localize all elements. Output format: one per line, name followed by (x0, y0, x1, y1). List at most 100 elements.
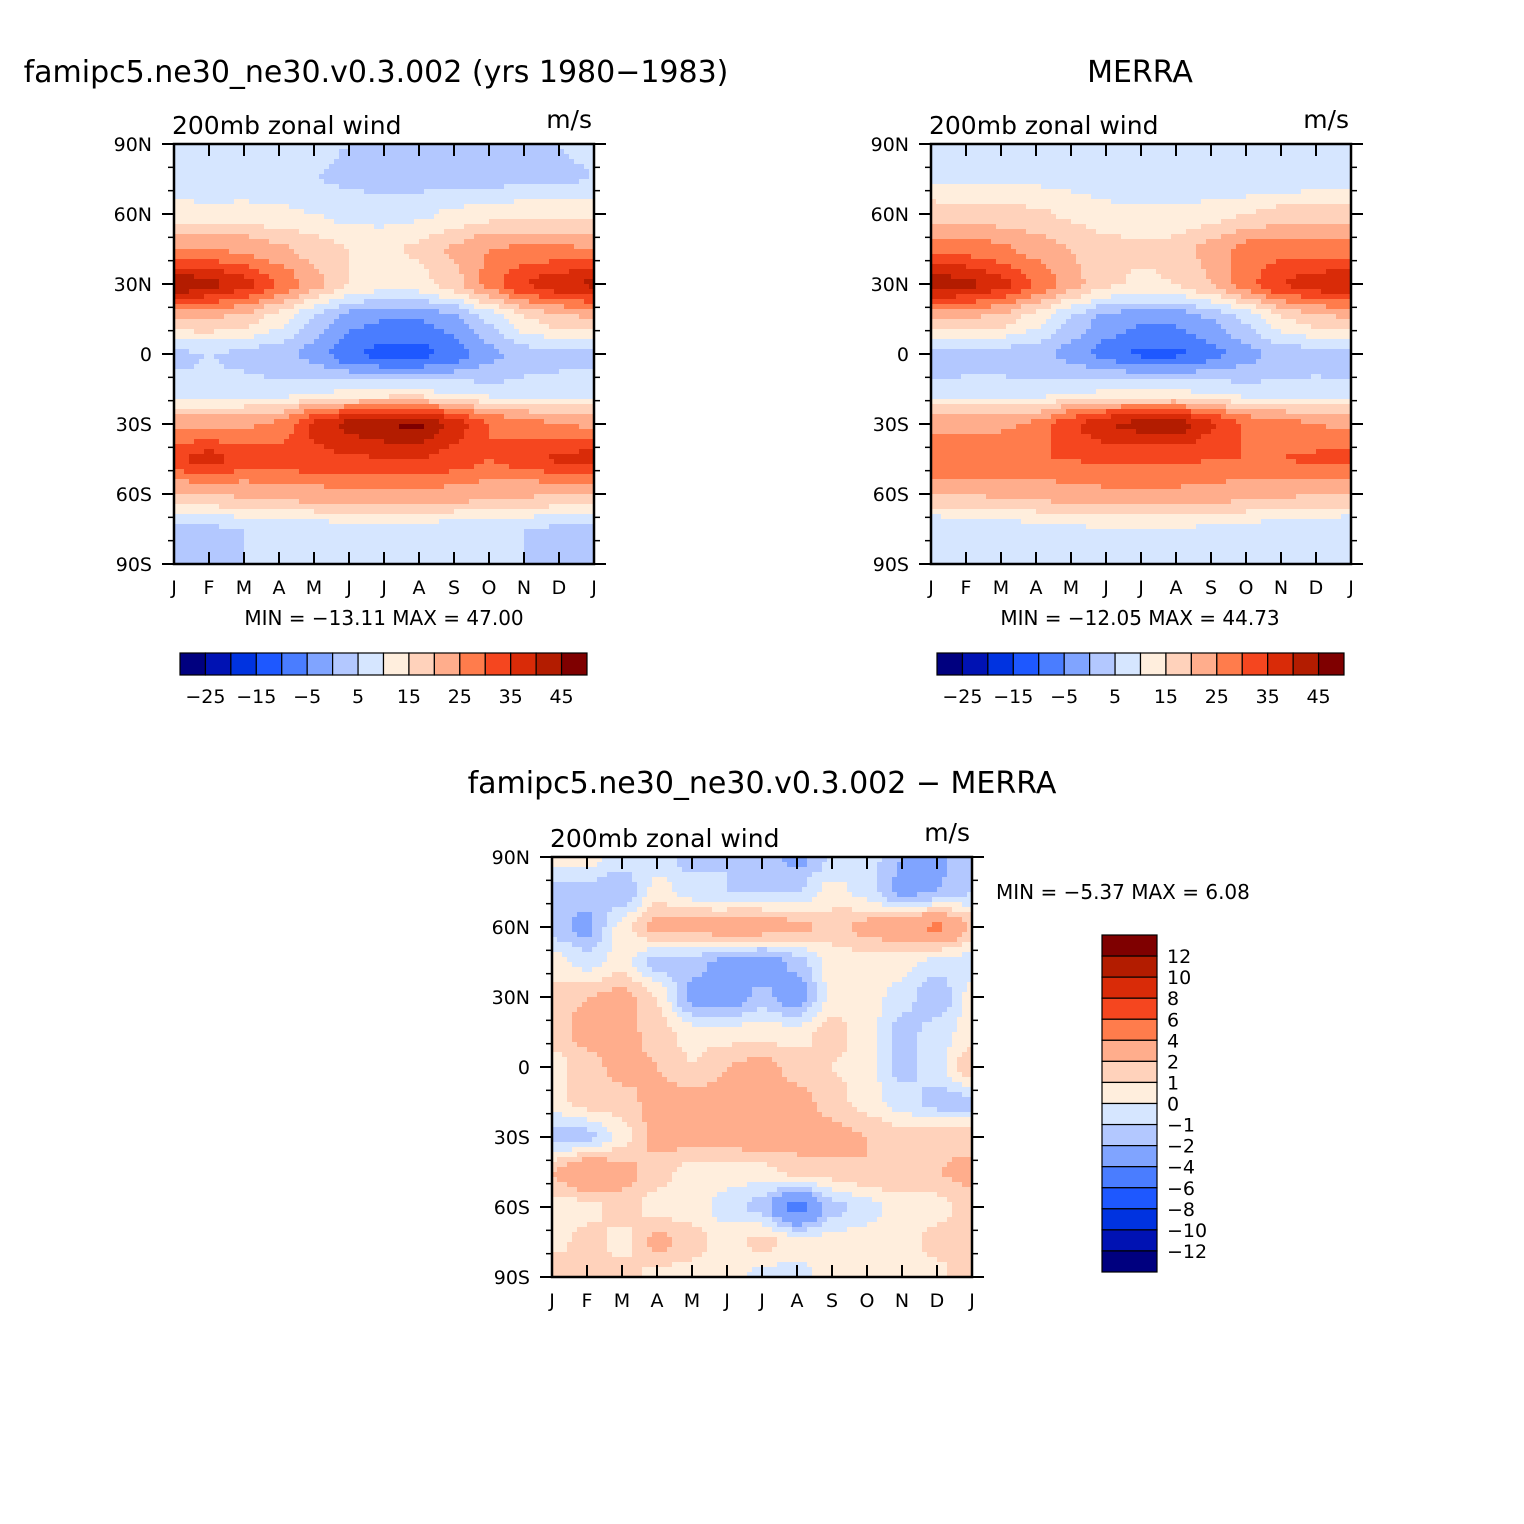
field-cell (289, 284, 295, 290)
field-cell (294, 344, 300, 350)
field-cell (229, 389, 235, 395)
field-cell (384, 374, 390, 380)
field-cell (399, 249, 405, 255)
field-cell (549, 239, 555, 245)
field-cell (434, 299, 440, 305)
field-cell (454, 199, 460, 205)
field-cell (244, 379, 250, 385)
field-cell (439, 359, 445, 365)
field-cell (564, 269, 570, 275)
field-cell (579, 424, 585, 430)
field-cell (499, 269, 505, 275)
field-cell (244, 219, 250, 225)
field-cell (289, 319, 295, 325)
field-cell (479, 234, 485, 240)
field-cell (364, 314, 370, 320)
field-cell (279, 239, 285, 245)
field-cell (349, 184, 355, 190)
field-cell (184, 344, 190, 350)
field-cell (434, 229, 440, 235)
field-cell (519, 229, 525, 235)
field-cell (464, 289, 470, 295)
field-cell (444, 259, 450, 265)
field-cell (454, 429, 460, 435)
field-cell (299, 424, 305, 430)
field-cell (299, 214, 305, 220)
field-cell (349, 199, 355, 205)
field-cell (564, 209, 570, 215)
field-cell (469, 429, 475, 435)
field-cell (434, 214, 440, 220)
field-cell (549, 189, 555, 195)
field-cell (194, 284, 200, 290)
field-cell (324, 159, 330, 165)
field-cell (429, 184, 435, 190)
field-cell (194, 184, 200, 190)
field-cell (519, 319, 525, 325)
field-cell (424, 409, 430, 415)
field-cell (434, 149, 440, 155)
field-cell (519, 174, 525, 180)
field-cell (384, 169, 390, 175)
field-cell (399, 369, 405, 375)
field-cell (574, 359, 580, 365)
field-cell (214, 374, 220, 380)
field-cell (489, 174, 495, 180)
field-cell (494, 189, 500, 195)
field-cell (414, 419, 420, 425)
field-cell (284, 419, 290, 425)
field-cell (354, 439, 360, 445)
field-cell (514, 174, 520, 180)
field-cell (349, 189, 355, 195)
field-cell (384, 429, 390, 435)
field-cell (484, 434, 490, 440)
field-cell (569, 169, 575, 175)
field-cell (279, 334, 285, 340)
field-cell (229, 194, 235, 200)
field-cell (309, 159, 315, 165)
field-cell (234, 324, 240, 330)
field-cell (524, 384, 530, 390)
field-cell (419, 284, 425, 290)
field-cell (364, 224, 370, 230)
field-cell (339, 249, 345, 255)
field-cell (324, 374, 330, 380)
field-cell (364, 209, 370, 215)
field-cell (384, 259, 390, 265)
field-cell (314, 259, 320, 265)
field-cell (319, 349, 325, 355)
field-cell (489, 399, 495, 405)
field-cell (239, 234, 245, 240)
field-cell (489, 159, 495, 165)
field-cell (419, 194, 425, 200)
field-cell (304, 224, 310, 230)
field-cell (319, 149, 325, 155)
field-cell (224, 259, 230, 265)
field-cell (304, 319, 310, 325)
field-cell (179, 279, 185, 285)
field-cell (404, 374, 410, 380)
field-cell (529, 359, 535, 365)
field-cell (219, 269, 225, 275)
field-cell (254, 224, 260, 230)
field-cell (544, 379, 550, 385)
field-cell (544, 429, 550, 435)
field-cell (569, 364, 575, 370)
field-cell (429, 189, 435, 195)
field-cell (399, 409, 405, 415)
field-cell (459, 369, 465, 375)
field-cell (499, 229, 505, 235)
field-cell (284, 334, 290, 340)
field-cell (529, 434, 535, 440)
field-cell (554, 344, 560, 350)
field-cell (399, 424, 405, 430)
field-cell (279, 414, 285, 420)
field-cell (554, 334, 560, 340)
field-cell (179, 259, 185, 265)
field-cell (579, 239, 585, 245)
field-cell (219, 149, 225, 155)
field-cell (254, 429, 260, 435)
field-cell (459, 269, 465, 275)
field-cell (304, 174, 310, 180)
field-cell (194, 344, 200, 350)
